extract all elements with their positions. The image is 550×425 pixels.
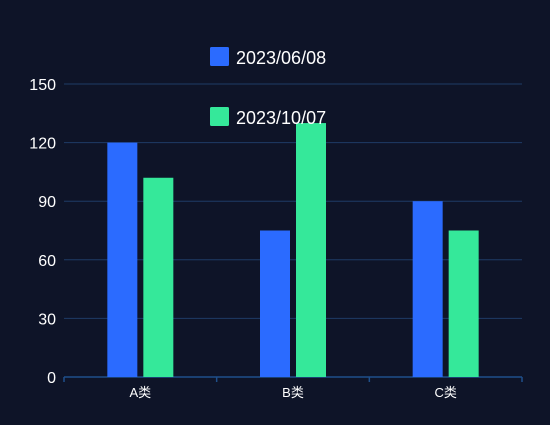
legend-label: 2023/06/08 (236, 48, 326, 68)
legend-swatch (210, 47, 229, 66)
bar-1-1[interactable] (107, 142, 138, 377)
legend-label: 2023/10/07 (236, 108, 326, 128)
bar-2-1[interactable] (143, 177, 174, 377)
y-tick-label: 90 (38, 194, 56, 211)
bar-1-3[interactable] (412, 201, 443, 377)
x-axis (63, 376, 523, 382)
x-tick-label: A类 (129, 385, 151, 400)
legend-item-1[interactable]: 2023/06/08 (210, 47, 326, 68)
bar-1-2[interactable] (260, 230, 290, 378)
legend[interactable]: 2023/06/08 2023/10/07 (210, 47, 326, 128)
y-tick-label: 60 (38, 253, 56, 270)
y-tick-label: 120 (29, 136, 56, 153)
bar-2-2[interactable] (296, 123, 326, 377)
y-tick-label: 0 (47, 370, 56, 387)
y-tick-label: 150 (29, 77, 56, 94)
bars (107, 123, 479, 378)
y-tick-label: 30 (38, 311, 56, 328)
bar-2-3[interactable] (448, 230, 479, 378)
y-axis-tick-labels: 0 30 60 90 120 150 (29, 77, 56, 387)
legend-swatch (210, 107, 229, 126)
x-tick-label: C类 (434, 385, 456, 400)
x-tick-label: B类 (282, 385, 304, 400)
legend-item-2[interactable]: 2023/10/07 (210, 107, 326, 128)
grid-lines (64, 83, 522, 319)
x-axis-tick-labels: A类 B类 C类 (129, 385, 456, 400)
